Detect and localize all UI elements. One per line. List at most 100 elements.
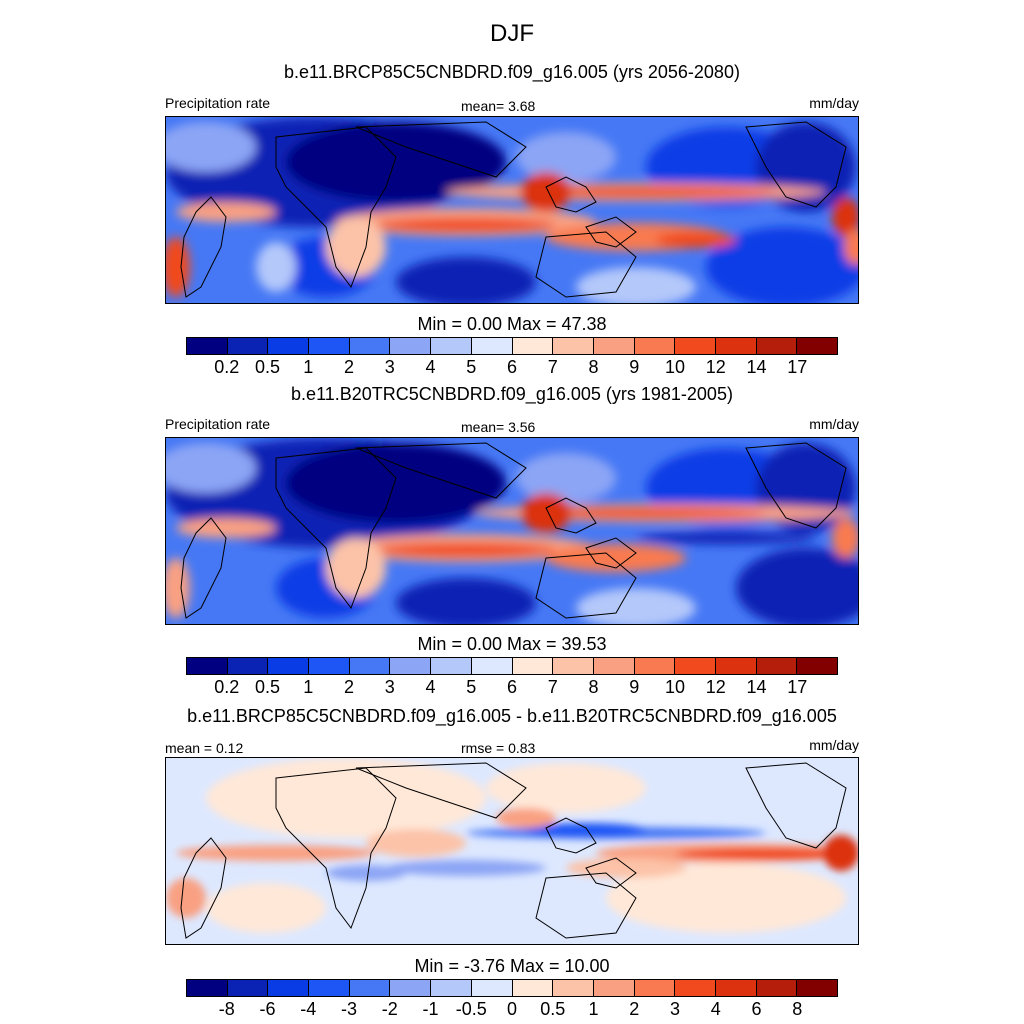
colorbar-tick-label: 1: [588, 999, 599, 1019]
colorbar-swatch: [675, 338, 716, 354]
colorbar-tick-label: -1: [422, 999, 439, 1019]
colorbar-tick-label: 5: [466, 677, 477, 697]
panel-2-case-title: b.e11.B20TRC5CNBDRD.f09_g16.005 (yrs 198…: [291, 384, 733, 404]
colorbar-tick-label: 2: [343, 357, 355, 377]
colorbar-tick-label: 1: [303, 357, 314, 377]
colorbar-swatch: [512, 338, 554, 354]
colorbar-swatch: [390, 980, 432, 996]
colorbar-tick-label: -8: [218, 999, 235, 1019]
colorbar-swatch: [349, 980, 391, 996]
colorbar-swatch: [390, 338, 432, 354]
colorbar-tick-label: 0.5: [254, 357, 281, 377]
colorbar-tick-label: 2: [629, 999, 640, 1019]
colorbar-tick-label: 6: [506, 677, 518, 697]
colorbar-tick-label: 14: [746, 357, 767, 377]
panel-1-mean-label: mean= 3.68: [461, 98, 536, 114]
panel-2-units-label: mm/day: [809, 416, 859, 432]
colorbar-tick-label: 4: [425, 357, 436, 377]
panel-1-precip-map: [165, 116, 859, 304]
colorbar-tick-label: 0.5: [540, 999, 566, 1019]
colorbar-swatch: [593, 658, 635, 674]
colorbar-swatch: [715, 980, 757, 996]
colorbar-swatch: [634, 980, 676, 996]
panel-1-variable-label: Precipitation rate: [165, 95, 271, 111]
colorbar-swatch: [471, 338, 513, 354]
panel-3-case-title: b.e11.BRCP85C5CNBDRD.f09_g16.005 - b.e11…: [187, 706, 837, 726]
colorbar-swatch: [431, 658, 472, 674]
panel-2-map-graphic: [166, 438, 858, 624]
colorbar-swatch: [390, 658, 432, 674]
panel-2-min-max: Min = 0.00 Max = 39.53: [417, 634, 607, 654]
colorbar-swatch: [227, 658, 269, 674]
colorbar-swatch: [431, 338, 472, 354]
colorbar-swatch: [309, 658, 350, 674]
colorbar-swatch: [715, 658, 757, 674]
colorbar-tick-label: -4: [300, 999, 317, 1019]
colorbar-swatch: [756, 980, 798, 996]
colorbar-swatch: [349, 338, 391, 354]
panel-3-map-graphic: [166, 758, 858, 944]
colorbar-swatch: [268, 980, 310, 996]
colorbar-tick-label: 6: [506, 357, 518, 377]
panel-2-precip-map: [165, 437, 859, 625]
panel-3-units-label: mm/day: [809, 737, 859, 753]
colorbar-swatch: [553, 658, 594, 674]
colorbar-swatch: [675, 658, 716, 674]
colorbar-swatch: [309, 980, 350, 996]
colorbar-tick-label: 3: [669, 999, 681, 1019]
colorbar-swatch: [593, 980, 635, 996]
colorbar-swatch: [187, 658, 228, 674]
colorbar-tick-label: 12: [705, 357, 726, 377]
colorbar-tick-label: 0: [506, 999, 518, 1019]
colorbar-tick-label: 5: [466, 357, 477, 377]
panel-1-case-title: b.e11.BRCP85C5CNBDRD.f09_g16.005 (yrs 20…: [284, 62, 740, 82]
colorbar-swatch: [349, 658, 391, 674]
colorbar-tick-label: 17: [787, 677, 808, 697]
colorbar-tick-label: 4: [425, 677, 436, 697]
colorbar-swatch: [553, 980, 594, 996]
colorbar-tick-label: -2: [381, 999, 398, 1019]
colorbar-tick-label: -6: [259, 999, 276, 1019]
colorbar-swatch: [309, 338, 350, 354]
panel-1-colorbar: [186, 337, 838, 355]
colorbar-swatch: [187, 980, 228, 996]
colorbar-tick-label: 4: [710, 999, 721, 1019]
colorbar-tick-label: 0.5: [254, 677, 281, 697]
colorbar-tick-label: 3: [384, 357, 395, 377]
colorbar-tick-label: 7: [547, 677, 558, 697]
colorbar-swatch: [471, 980, 513, 996]
colorbar-swatch: [268, 658, 310, 674]
colorbar-tick-label: 10: [664, 357, 686, 377]
panel-1-min-max: Min = 0.00 Max = 47.38: [417, 314, 607, 334]
colorbar-tick-label: -0.5: [455, 999, 487, 1019]
colorbar-swatch: [797, 338, 837, 354]
panel-2-colorbar: [186, 657, 838, 675]
panel-3-min-max: Min = -3.76 Max = 10.00: [414, 956, 610, 976]
colorbar-tick-label: 17: [787, 357, 808, 377]
colorbar-tick-label: 10: [664, 677, 686, 697]
figure-title: DJF: [490, 20, 534, 47]
colorbar-tick-label: 6: [751, 999, 762, 1019]
colorbar-swatch: [756, 658, 798, 674]
colorbar-swatch: [471, 658, 513, 674]
colorbar-swatch: [797, 980, 837, 996]
colorbar-swatch: [227, 338, 269, 354]
colorbar-tick-label: 9: [629, 677, 640, 697]
colorbar-tick-label: -3: [340, 999, 358, 1019]
colorbar-swatch: [756, 338, 798, 354]
colorbar-tick-label: 7: [547, 357, 558, 377]
colorbar-tick-label: 0.2: [214, 357, 240, 377]
panel-1-map-graphic: [166, 117, 858, 303]
colorbar-swatch: [512, 980, 554, 996]
colorbar-tick-label: 2: [343, 677, 355, 697]
panel-3-mean-label: mean = 0.12: [165, 740, 244, 756]
colorbar-swatch: [512, 658, 554, 674]
colorbar-tick-label: 8: [588, 357, 599, 377]
colorbar-tick-label: 8: [792, 999, 803, 1019]
colorbar-tick-label: 8: [588, 677, 599, 697]
panel-3-colorbar: [186, 979, 838, 997]
colorbar-tick-label: 0.2: [214, 677, 240, 697]
panel-3-rmse-label: rmse = 0.83: [461, 740, 536, 756]
panel-3-difference-map: [165, 757, 859, 945]
panel-2-mean-label: mean= 3.56: [461, 419, 536, 435]
